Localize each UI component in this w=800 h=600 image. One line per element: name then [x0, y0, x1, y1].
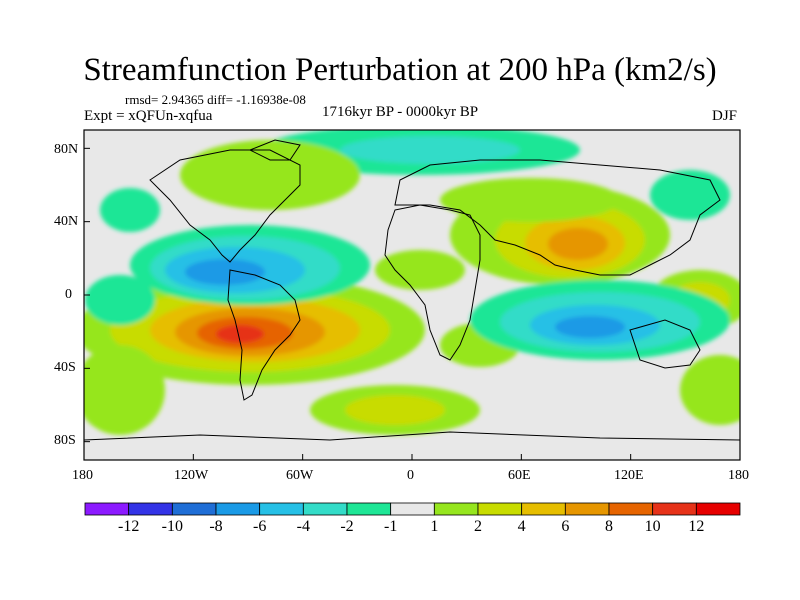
colorbar-label: -10	[161, 518, 183, 535]
colorbar-label: -8	[209, 518, 223, 535]
colorbar-swatch	[433, 502, 479, 516]
contour-asia-core	[548, 228, 608, 260]
coastlines	[84, 139, 740, 441]
colorbar-swatch	[652, 502, 697, 516]
period-label: 1716kyr BP - 0000kyr BP	[322, 104, 479, 120]
contour-nafrica	[375, 250, 465, 290]
colorbar-label: -4	[296, 518, 310, 535]
colorbar	[84, 502, 741, 516]
colorbar-swatch	[215, 502, 261, 516]
colorbar-label: 1	[430, 518, 439, 535]
colorbar-label: 4	[517, 518, 526, 535]
colorbar-swatch	[302, 502, 348, 516]
colorbar-label: -1	[383, 518, 398, 535]
lon-label-60w: 60W	[286, 468, 314, 483]
contour-sw	[84, 345, 165, 435]
contour-io-core	[555, 316, 625, 338]
stats-text: rmsd= 2.94365 diff= -1.16938e-08	[125, 92, 306, 107]
coast-greenland	[248, 139, 301, 161]
lon-label-120e: 120E	[614, 468, 644, 483]
lon-label-60e: 60E	[508, 468, 531, 483]
colorbar-swatch	[521, 502, 566, 516]
colorbar-swatch	[259, 502, 304, 516]
contour-sa-core	[216, 325, 264, 343]
coast-australia	[629, 319, 701, 369]
season-label: DJF	[712, 108, 738, 124]
lon-label-0: 0	[407, 468, 414, 483]
colorbar-label: 10	[644, 518, 661, 535]
colorbar-swatch	[84, 502, 130, 516]
lat-label-0: 0	[65, 287, 72, 302]
contour-na-core	[185, 259, 265, 285]
coast-south-america	[227, 269, 301, 401]
lat-label-80s: 80S	[54, 433, 76, 448]
colorbar-label: -2	[340, 518, 354, 535]
colorbar-swatch	[128, 502, 173, 516]
contour-eurasia	[440, 178, 620, 222]
axis-ticks	[83, 147, 741, 460]
coast-antarctica	[84, 431, 740, 441]
colorbar-swatch	[564, 502, 610, 516]
lat-label-80n: 80N	[54, 142, 79, 157]
colorbar-swatch	[171, 502, 217, 516]
lon-label-180e: 180	[728, 468, 749, 483]
colorbar-label: 2	[474, 518, 482, 535]
colorbar-label: -12	[117, 518, 140, 535]
colorbar-label: 6	[561, 518, 570, 535]
colorbar-swatch	[346, 502, 392, 516]
contour-se	[680, 355, 740, 425]
contour-sopac-core	[345, 395, 445, 425]
colorbar-label: 12	[688, 518, 705, 535]
coast-eurasia	[394, 159, 721, 276]
chart-title: Streamfunction Perturbation at 200 hPa (…	[83, 52, 717, 88]
contour-fields	[84, 130, 740, 435]
contour-ne-pacific	[100, 188, 160, 232]
colorbar-swatch	[608, 502, 654, 516]
contour-arctic-core	[340, 136, 520, 164]
colorbar-swatch	[477, 502, 523, 516]
lat-label-40n: 40N	[54, 214, 79, 229]
lon-label-180w: 180	[72, 468, 93, 483]
colorbar-swatch	[390, 502, 435, 516]
colorbar-label: 8	[605, 518, 613, 535]
contour-w-pacific	[85, 275, 155, 325]
experiment-label: Expt = xQFUn-xqfua	[84, 108, 213, 124]
colorbar-label: -6	[252, 518, 267, 535]
lat-label-40s: 40S	[54, 360, 76, 375]
lon-label-120w: 120W	[174, 468, 209, 483]
colorbar-swatch	[695, 502, 741, 516]
coast-africa	[384, 204, 481, 361]
contour-nam	[180, 140, 360, 210]
